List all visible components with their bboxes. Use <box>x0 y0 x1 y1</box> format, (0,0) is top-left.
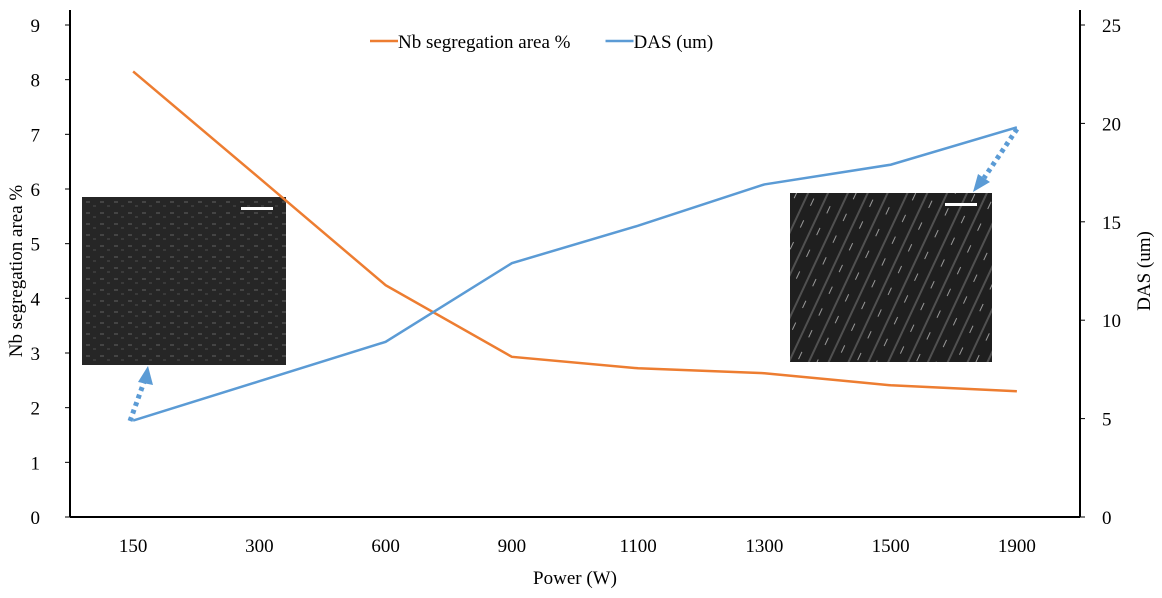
x-tick-label: 1100 <box>619 536 656 557</box>
series-line <box>132 70 1017 393</box>
micrograph <box>790 193 992 362</box>
arrows <box>127 127 1020 422</box>
y-tick-label: 3 <box>31 344 41 365</box>
x-tick-label: 300 <box>245 536 274 557</box>
x-tick-label: 600 <box>371 536 400 557</box>
legend-label: Nb segregation area % <box>398 32 571 53</box>
y2-tick-label: 5 <box>1102 410 1112 431</box>
arrowhead <box>973 174 990 192</box>
series-line <box>132 126 1018 422</box>
y2-tick-label: 25 <box>1102 16 1121 37</box>
arrow <box>981 127 1020 180</box>
y-tick-label: 9 <box>31 16 41 37</box>
x-tick-label: 1300 <box>745 536 783 557</box>
y2-tick-label: 10 <box>1102 311 1121 332</box>
y2-tick-label: 15 <box>1102 213 1121 234</box>
arrow <box>127 381 147 422</box>
y-tick-label: 8 <box>31 71 41 92</box>
y2-axis-title: DAS (um) <box>1134 231 1155 311</box>
y-tick-label: 2 <box>31 399 41 420</box>
arrowhead <box>138 366 153 385</box>
scale-bar <box>241 207 273 210</box>
y-tick-label: 1 <box>31 453 41 474</box>
x-tick-label: 1500 <box>872 536 910 557</box>
y-tick-label: 7 <box>31 125 41 146</box>
y-tick-label: 0 <box>31 508 41 529</box>
x-tick-label: 150 <box>119 536 148 557</box>
x-tick-label: 1900 <box>998 536 1036 557</box>
scale-bar <box>945 203 977 206</box>
x-axis-title: Power (W) <box>533 568 617 589</box>
y-axis-title: Nb segregation area % <box>6 185 27 358</box>
y-tick-label: 4 <box>31 289 41 310</box>
inset-right <box>790 193 992 362</box>
y2-tick-label: 20 <box>1102 114 1121 135</box>
legend-label: DAS (um) <box>634 32 714 53</box>
inset-left <box>82 197 286 365</box>
y-tick-label: 6 <box>31 180 41 201</box>
y-tick-label: 5 <box>31 235 41 256</box>
x-tick-label: 900 <box>498 536 527 557</box>
y2-tick-label: 0 <box>1102 508 1112 529</box>
micrograph <box>82 197 286 365</box>
